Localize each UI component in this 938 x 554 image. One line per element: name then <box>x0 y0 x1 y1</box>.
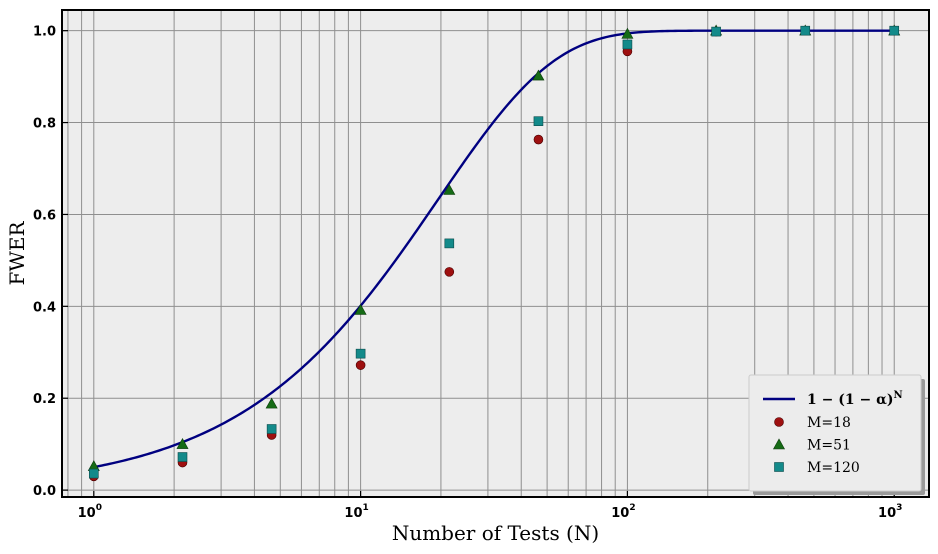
legend-marker <box>774 462 784 472</box>
legend-marker <box>774 417 784 427</box>
data-point <box>621 27 634 39</box>
data-point <box>532 69 545 81</box>
data-point <box>444 267 455 277</box>
data-point <box>889 25 900 36</box>
data-point <box>444 238 455 249</box>
data-point <box>443 183 456 195</box>
x-tick-label: 100 <box>78 503 102 521</box>
fwer-curve <box>93 29 895 469</box>
legend-label: M=120 <box>807 460 860 476</box>
y-tick-label: 0.8 <box>33 117 56 132</box>
legend: 1 − (1 − α)N M=18 M=51 M=120 <box>748 374 925 495</box>
data-point <box>266 424 277 434</box>
data-point <box>354 303 367 315</box>
y-tick-label: 1.0 <box>33 25 56 40</box>
x-axis-title: Number of Tests (N) <box>392 521 599 545</box>
legend-label: M=18 <box>807 415 851 431</box>
data-point <box>176 438 189 449</box>
y-tick-label: 0.4 <box>33 300 56 315</box>
data-point <box>622 39 633 50</box>
legend-box <box>748 374 922 492</box>
y-tick-label: 0.2 <box>33 392 56 407</box>
data-point <box>355 348 366 359</box>
curve-layer <box>93 29 895 469</box>
x-tick-label: 103 <box>878 503 902 521</box>
series-m-120 <box>88 25 900 479</box>
data-point <box>88 468 99 479</box>
x-tick-label: 101 <box>344 503 368 521</box>
plot-frame <box>61 9 930 498</box>
data-point <box>533 134 544 145</box>
legend-label: M=51 <box>807 438 851 454</box>
y-tick-label: 0.6 <box>33 208 56 223</box>
data-point <box>533 116 544 126</box>
data-point <box>800 25 811 36</box>
data-point <box>355 360 366 370</box>
points-layer <box>87 24 901 482</box>
x-tick-label: 102 <box>611 503 635 521</box>
legend-curve-label: 1 − (1 − α)N <box>807 390 903 408</box>
data-point <box>177 452 188 462</box>
data-point <box>711 26 721 37</box>
y-tick-label: 0.0 <box>33 484 56 499</box>
legend-marker <box>772 438 786 450</box>
y-axis-title: FWER <box>5 221 29 286</box>
ticks: 0.0 0.2 0.4 0.6 0.8 1.0 100 101 102 103 <box>33 25 902 521</box>
data-point <box>265 397 278 409</box>
